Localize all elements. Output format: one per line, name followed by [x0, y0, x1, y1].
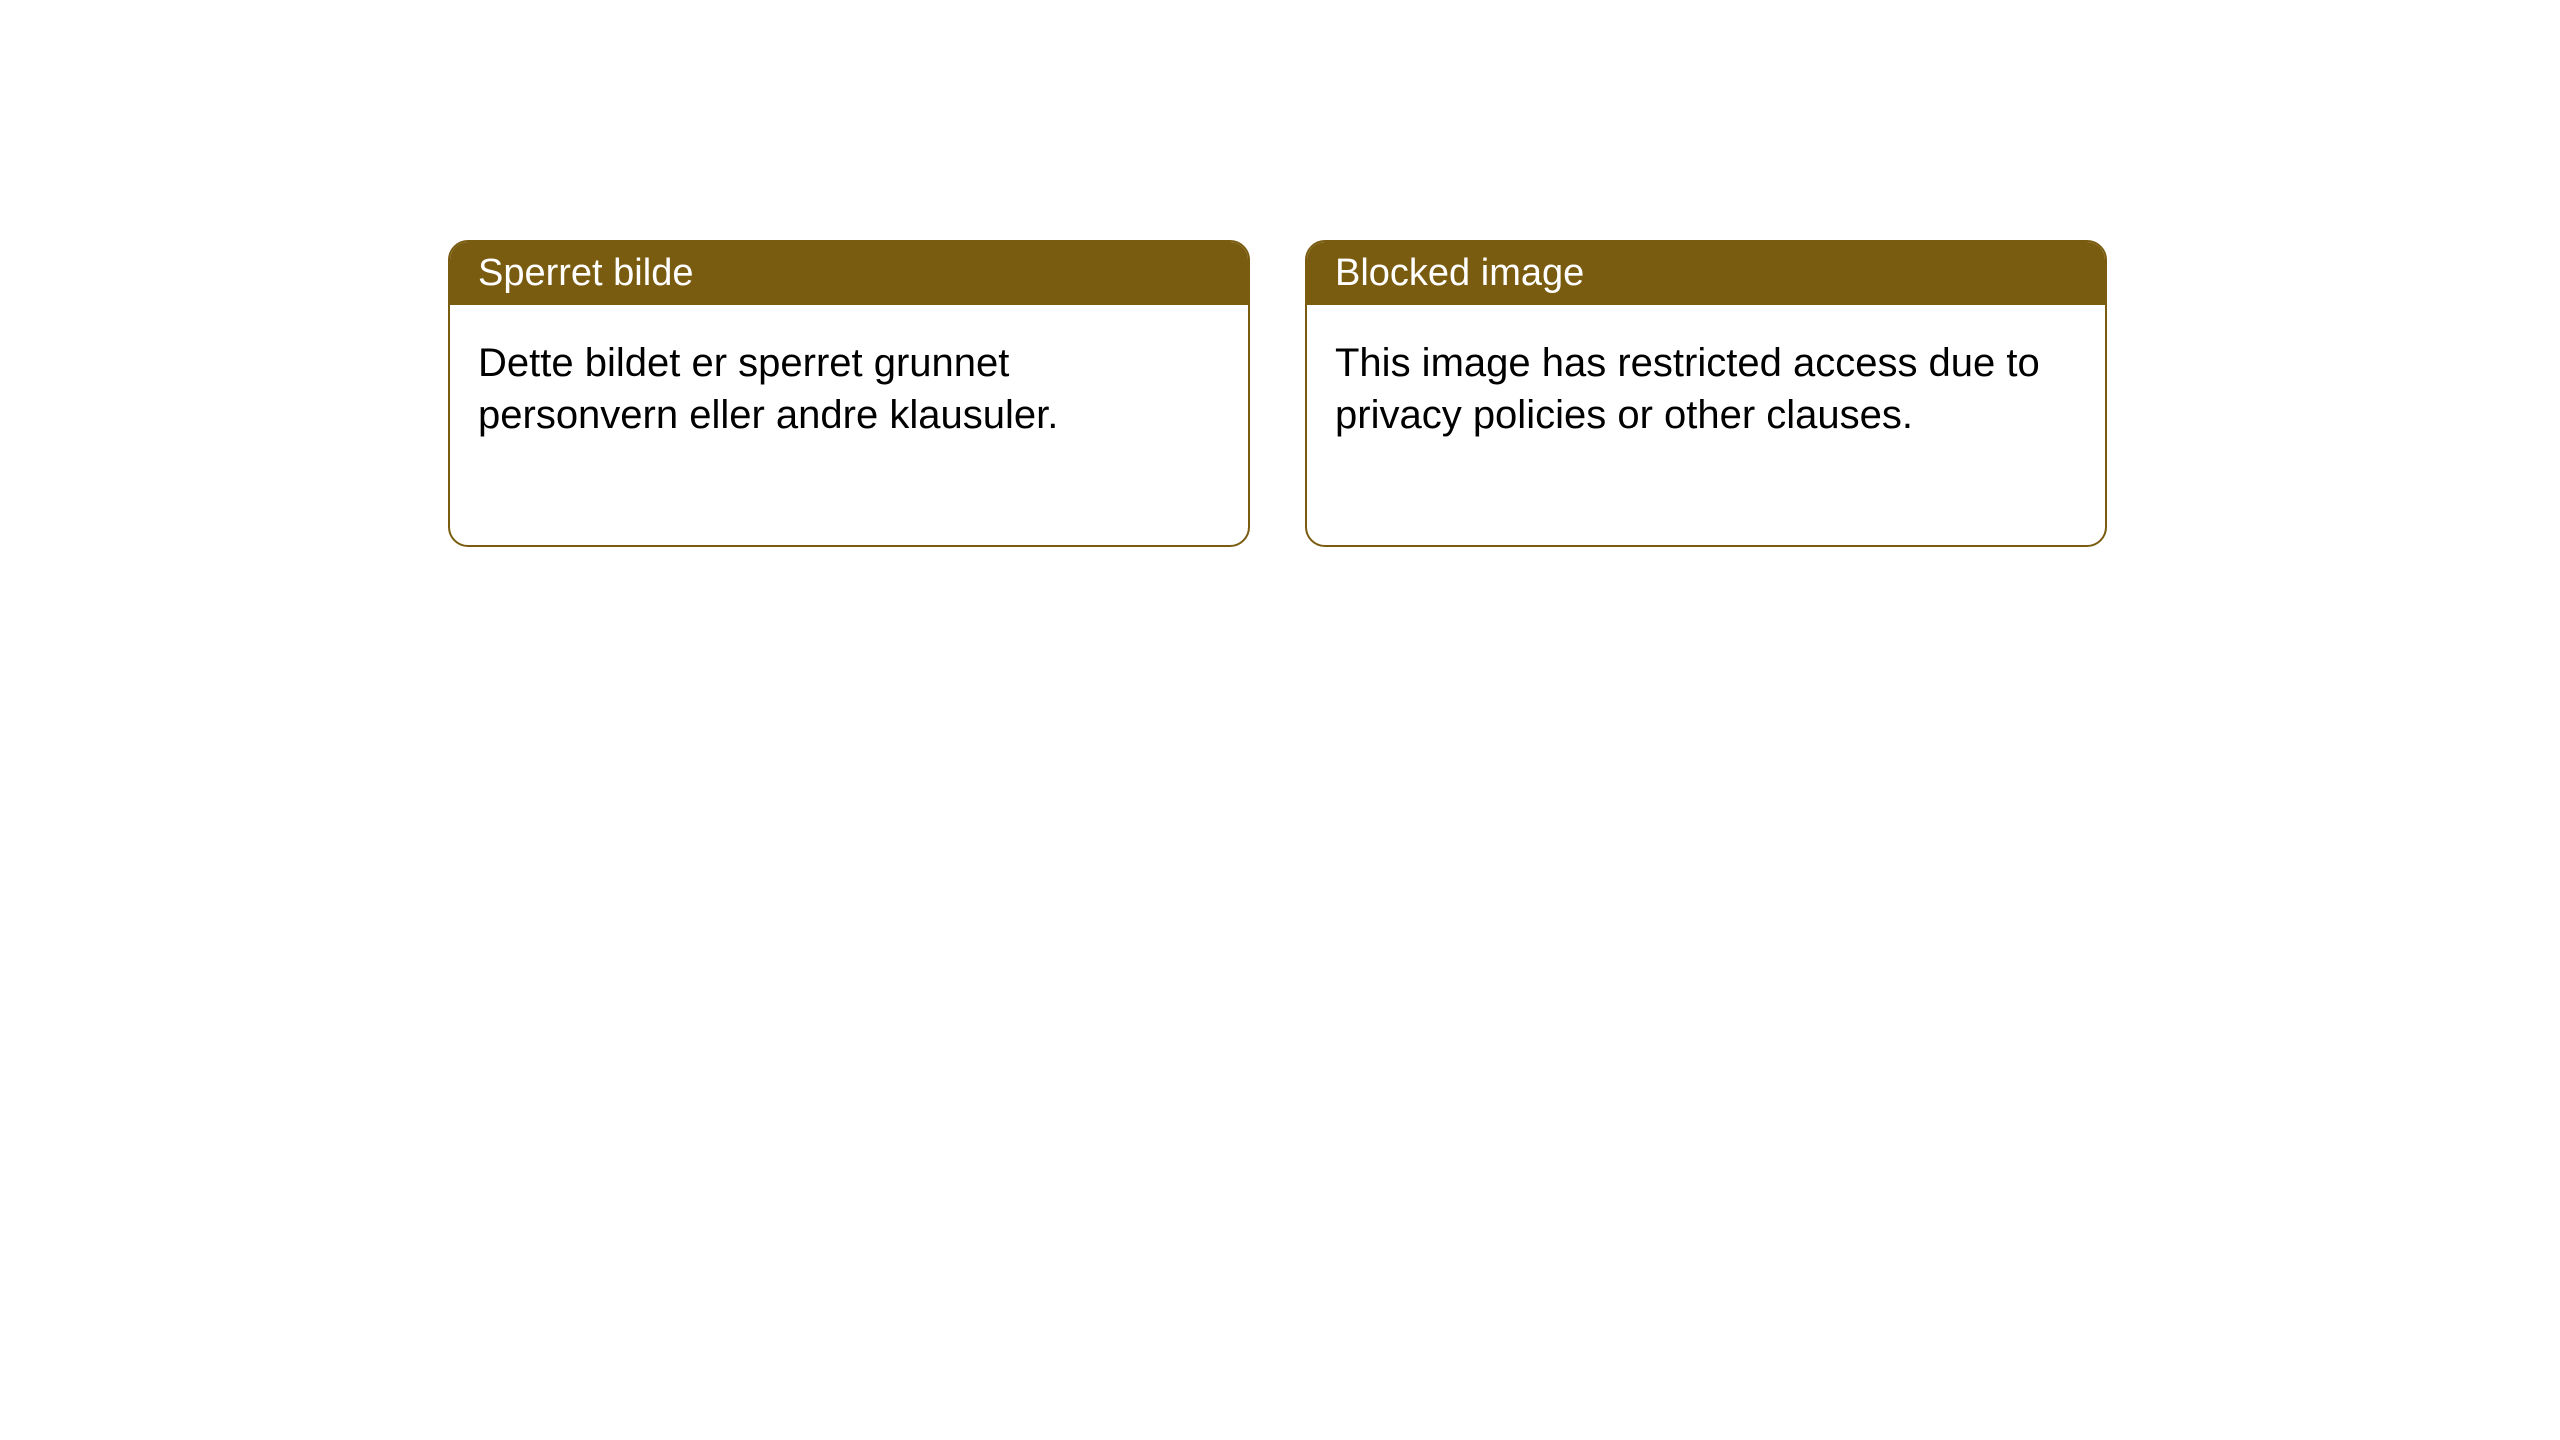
notice-cards-container: Sperret bilde Dette bildet er sperret gr…: [448, 240, 2107, 547]
notice-body: Dette bildet er sperret grunnet personve…: [450, 305, 1248, 545]
notice-card-norwegian: Sperret bilde Dette bildet er sperret gr…: [448, 240, 1250, 547]
notice-header: Sperret bilde: [450, 242, 1248, 305]
notice-body: This image has restricted access due to …: [1307, 305, 2105, 545]
notice-header: Blocked image: [1307, 242, 2105, 305]
notice-card-english: Blocked image This image has restricted …: [1305, 240, 2107, 547]
